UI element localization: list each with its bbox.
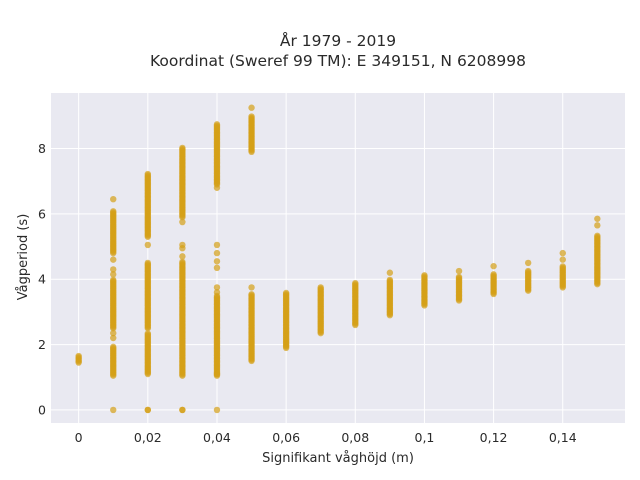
y-tick-label: 0 — [38, 402, 46, 417]
data-point — [110, 406, 117, 414]
data-point — [144, 330, 152, 337]
data-point — [213, 249, 221, 257]
chart-subtitle: Koordinat (Sweref 99 TM): E 349151, N 62… — [150, 52, 526, 70]
data-point — [179, 218, 186, 226]
data-point — [490, 271, 497, 278]
data-point — [110, 276, 117, 284]
data-point — [213, 289, 221, 296]
x-tick-label: 0,06 — [272, 430, 300, 445]
data-point — [179, 258, 186, 266]
data-point — [110, 343, 117, 351]
data-point — [282, 289, 290, 297]
data-point — [213, 241, 221, 249]
x-tick-label: 0,02 — [134, 430, 162, 445]
data-point — [110, 195, 117, 203]
data-point — [75, 352, 82, 360]
data-point — [490, 262, 497, 270]
chart-title: År 1979 - 2019 — [280, 31, 396, 50]
data-point — [110, 329, 117, 337]
data-point — [352, 279, 359, 287]
y-axis-label: Vågperiod (s) — [16, 214, 31, 301]
data-point — [110, 208, 117, 215]
x-tick-label: 0,14 — [549, 430, 577, 445]
data-point — [213, 121, 221, 128]
data-point — [213, 406, 221, 414]
data-point — [594, 222, 601, 229]
data-point — [421, 272, 428, 279]
x-tick-label: 0,04 — [203, 430, 231, 445]
data-point — [248, 104, 255, 111]
data-point — [213, 184, 221, 191]
data-point — [455, 267, 463, 275]
y-tick-label: 6 — [38, 206, 46, 221]
data-point — [386, 276, 394, 284]
y-tick-label: 2 — [38, 337, 46, 352]
plot-area — [51, 93, 625, 423]
data-point — [455, 273, 463, 281]
data-point — [179, 406, 186, 414]
data-point — [110, 334, 117, 342]
data-point — [110, 266, 117, 273]
data-point — [144, 241, 152, 249]
x-tick-label: 0,1 — [415, 430, 435, 445]
x-axis-label: Signifikant våghöjd (m) — [262, 451, 414, 466]
data-point — [179, 241, 186, 249]
data-point — [317, 284, 324, 291]
data-point — [594, 232, 601, 239]
data-point — [248, 113, 255, 120]
x-tick-label: 0 — [75, 430, 83, 445]
data-point — [179, 144, 186, 152]
data-point — [213, 258, 221, 265]
data-point — [524, 259, 532, 267]
data-point — [559, 263, 566, 270]
data-point — [213, 264, 221, 272]
data-point — [248, 291, 255, 298]
data-point — [594, 215, 601, 222]
data-point — [110, 256, 117, 263]
data-point — [144, 259, 152, 267]
data-point — [213, 284, 221, 291]
data-point — [559, 249, 566, 257]
data-point — [524, 267, 532, 275]
data-point — [144, 170, 152, 178]
y-tick-label: 4 — [38, 272, 46, 287]
data-point — [179, 253, 186, 260]
data-point — [213, 370, 221, 378]
y-tick-label: 8 — [38, 141, 46, 156]
x-tick-label: 0,12 — [480, 430, 508, 445]
data-point — [248, 284, 255, 291]
data-point — [559, 256, 566, 263]
data-point — [144, 406, 152, 414]
data-point — [110, 271, 117, 278]
x-tick-label: 0,08 — [341, 430, 369, 445]
data-point — [386, 269, 394, 276]
